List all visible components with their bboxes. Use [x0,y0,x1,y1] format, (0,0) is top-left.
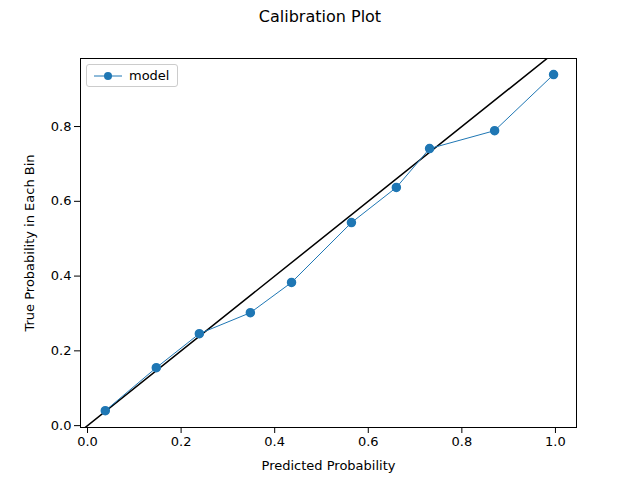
svg-text:0.4: 0.4 [51,268,72,283]
svg-text:True Probability in Each Bin: True Probability in Each Bin [22,154,37,332]
html-text:Calibration Plot: Calibration Plot [258,7,382,26]
svg-text:0.0: 0.0 [77,434,98,449]
svg-text:0.6: 0.6 [51,193,72,208]
svg-text:0.6: 0.6 [358,434,379,449]
svg-text:Predicted Probability: Predicted Probability [262,458,396,473]
svg-text:0.2: 0.2 [51,343,72,358]
svg-text:0.8: 0.8 [452,434,473,449]
svg-text:0.4: 0.4 [264,434,285,449]
svg-text:0.0: 0.0 [51,418,72,433]
html-text:model: model [129,68,170,83]
svg-text:0.8: 0.8 [51,119,72,134]
svg-text:1.0: 1.0 [545,434,566,449]
svg-text:0.2: 0.2 [171,434,192,449]
